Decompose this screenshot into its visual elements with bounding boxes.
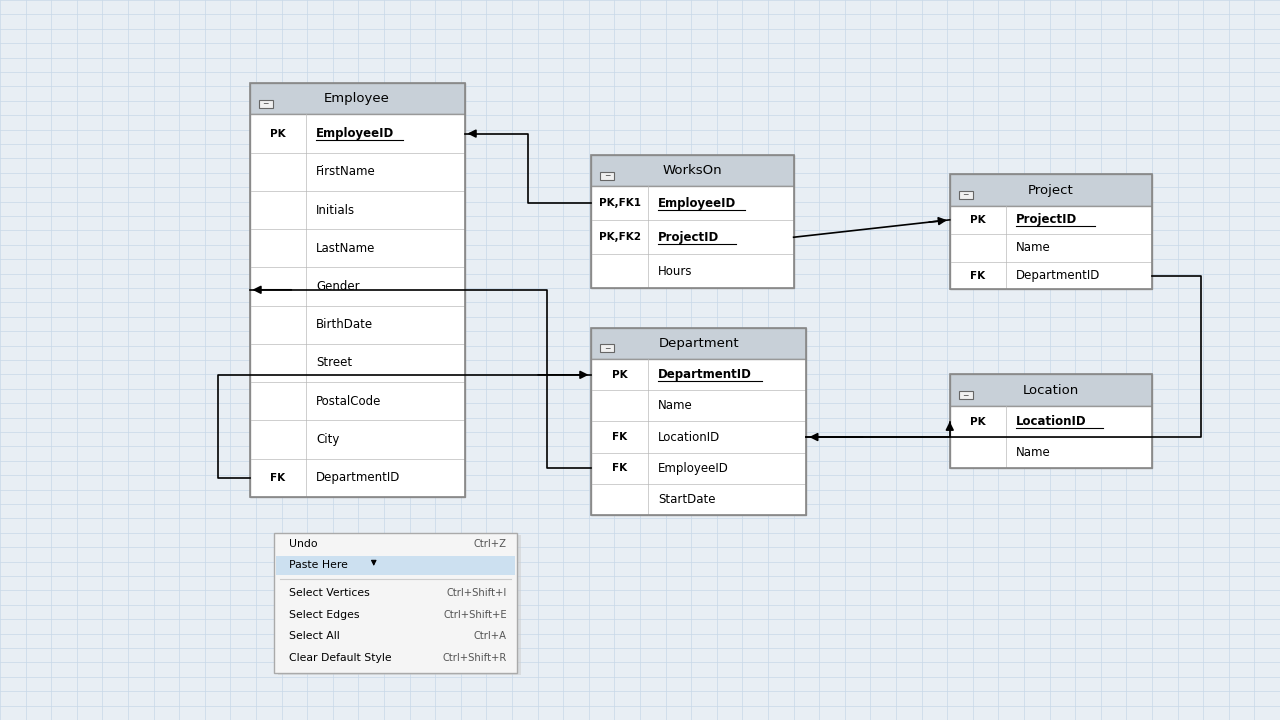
Text: −: −: [963, 191, 969, 199]
Text: Select All: Select All: [289, 631, 340, 642]
Bar: [274, 533, 517, 673]
Bar: [278, 535, 521, 675]
Bar: [950, 374, 1152, 468]
Text: Name: Name: [658, 400, 692, 413]
Bar: [591, 359, 806, 515]
Bar: [600, 344, 614, 352]
Bar: [591, 328, 806, 515]
Text: Hours: Hours: [658, 264, 692, 278]
Text: FirstName: FirstName: [316, 166, 376, 179]
Text: Location: Location: [1023, 384, 1079, 397]
Text: LocationID: LocationID: [658, 431, 721, 444]
Text: FK: FK: [270, 473, 285, 482]
Bar: [591, 328, 806, 359]
Bar: [600, 171, 614, 179]
Text: PK: PK: [970, 417, 986, 426]
Bar: [950, 206, 1152, 289]
Text: FK: FK: [612, 432, 627, 442]
Text: Ctrl+A: Ctrl+A: [474, 631, 507, 642]
Text: DepartmentID: DepartmentID: [658, 369, 751, 382]
Bar: [276, 556, 515, 575]
Text: Employee: Employee: [324, 92, 390, 105]
Text: PK,FK1: PK,FK1: [599, 199, 640, 208]
Text: Clear Default Style: Clear Default Style: [289, 653, 392, 663]
Text: EmployeeID: EmployeeID: [316, 127, 394, 140]
Bar: [250, 83, 465, 497]
Bar: [959, 391, 973, 399]
Text: Project: Project: [1028, 184, 1074, 197]
Text: PK,FK2: PK,FK2: [599, 233, 640, 242]
Text: PK: PK: [970, 215, 986, 225]
Text: Ctrl+Shift+E: Ctrl+Shift+E: [443, 610, 507, 620]
Text: Paste Here: Paste Here: [289, 560, 348, 570]
Bar: [259, 99, 273, 107]
Bar: [250, 83, 465, 114]
Text: Initials: Initials: [316, 204, 356, 217]
Text: BirthDate: BirthDate: [316, 318, 374, 331]
Text: Ctrl+Z: Ctrl+Z: [474, 539, 507, 549]
Text: EmployeeID: EmployeeID: [658, 197, 736, 210]
Text: PK: PK: [270, 129, 285, 138]
Text: Name: Name: [1016, 446, 1051, 459]
Text: ProjectID: ProjectID: [658, 230, 719, 244]
Text: −: −: [262, 99, 269, 108]
Text: LastName: LastName: [316, 242, 375, 255]
Text: DepartmentID: DepartmentID: [1016, 269, 1101, 282]
Bar: [950, 406, 1152, 468]
Text: Gender: Gender: [316, 280, 360, 293]
Bar: [950, 174, 1152, 289]
Text: EmployeeID: EmployeeID: [658, 462, 728, 474]
Text: LocationID: LocationID: [1016, 415, 1087, 428]
Text: Name: Name: [1016, 241, 1051, 254]
Text: DepartmentID: DepartmentID: [316, 471, 401, 484]
Text: WorksOn: WorksOn: [663, 164, 722, 177]
Text: ProjectID: ProjectID: [1016, 213, 1078, 226]
Text: FK: FK: [612, 463, 627, 473]
Text: Street: Street: [316, 356, 352, 369]
Text: PostalCode: PostalCode: [316, 395, 381, 408]
Text: FK: FK: [970, 271, 986, 281]
Text: PK: PK: [612, 370, 627, 380]
Text: −: −: [604, 344, 611, 353]
Text: Select Vertices: Select Vertices: [289, 588, 370, 598]
Text: −: −: [963, 391, 969, 400]
Bar: [591, 186, 794, 288]
Bar: [950, 174, 1152, 206]
Text: StartDate: StartDate: [658, 492, 716, 505]
Text: −: −: [604, 171, 611, 180]
Text: Undo: Undo: [289, 539, 317, 549]
Text: Ctrl+Shift+I: Ctrl+Shift+I: [447, 588, 507, 598]
Text: Ctrl+Shift+R: Ctrl+Shift+R: [443, 653, 507, 663]
Bar: [250, 114, 465, 497]
Bar: [591, 155, 794, 186]
Text: City: City: [316, 433, 339, 446]
Text: Select Edges: Select Edges: [289, 610, 360, 620]
Bar: [959, 191, 973, 199]
Text: Department: Department: [659, 337, 739, 350]
Bar: [591, 155, 794, 288]
Bar: [950, 374, 1152, 406]
